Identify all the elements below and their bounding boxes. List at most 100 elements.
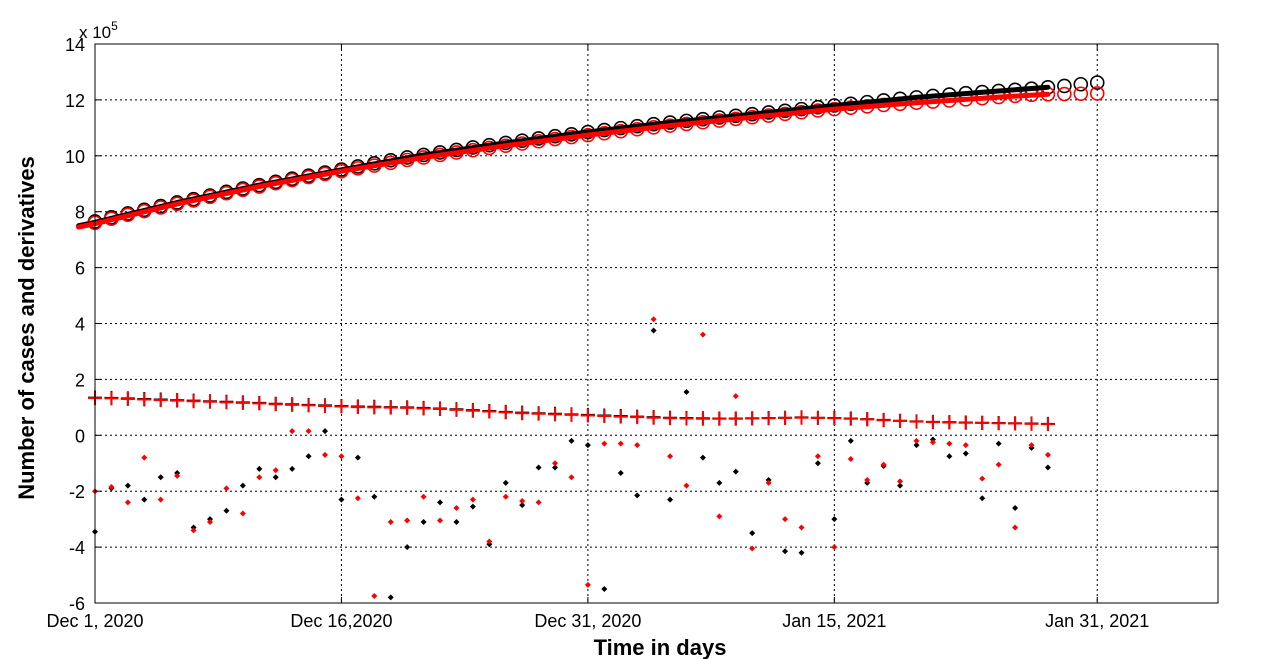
dot-point [305,453,312,460]
dot-point [207,518,214,525]
dot-point [272,474,279,481]
plus-point [778,410,793,425]
plus-point [860,412,875,427]
dot-point [141,496,148,503]
dot-point [404,517,411,524]
dot-point [617,440,624,447]
dot-point [716,513,723,520]
series-line-red [76,91,1051,230]
plus-point [975,416,990,431]
plus-point [876,413,891,428]
x-tick-label: Dec 16,2020 [290,611,392,631]
plus-point [120,391,135,406]
dot-point [354,454,361,461]
y-tick-label: 8 [75,203,85,223]
dot-point [699,454,706,461]
dot-point [782,548,789,555]
plus-point [465,403,480,418]
dot-point [765,479,772,486]
dot-point [667,453,674,460]
dot-point [749,545,756,552]
dot-point [568,474,575,481]
dot-point [371,493,378,500]
dot-point [552,460,559,467]
plus-point [893,414,908,429]
circle-point [1073,86,1089,102]
plus-point [1040,417,1055,432]
dot-point [354,495,361,502]
y-tick-label: 14 [65,35,85,55]
grid-lines [95,44,1218,603]
plus-point [646,410,661,425]
plus-point [400,400,415,415]
dot-point [584,442,591,449]
dot-point [732,468,739,475]
x-axis-title: Time in days [594,635,727,659]
dot-point [437,499,444,506]
plus-point [367,400,382,415]
dot-point [420,518,427,525]
dot-point [650,327,657,334]
dot-point [929,439,936,446]
plus-point [416,401,431,416]
plus-point [433,402,448,417]
dot-point [108,484,115,491]
dot-point [683,482,690,489]
circle-point [1073,76,1089,92]
dot-point [1044,451,1051,458]
y-tick-label: 10 [65,147,85,167]
dot-point [141,454,148,461]
dot-point [650,316,657,323]
dot-point [962,450,969,457]
plus-point [663,411,678,426]
dot-point [847,456,854,463]
dot-point [568,437,575,444]
plus-point [843,411,858,426]
y-axis-title: Number of cases and derivatives [14,156,39,500]
plus-point [1024,416,1039,431]
dot-point [469,496,476,503]
circle-point [1089,75,1105,90]
dot-point [387,594,394,601]
dot-point [190,527,197,534]
y-exponent-label: x 105 [79,19,118,42]
dot-point [519,497,526,504]
plus-point [515,406,530,421]
dot-point [387,518,394,525]
plus-point [745,411,760,426]
dot-point [322,451,329,458]
plus-point [991,416,1006,431]
plus-point [679,411,694,426]
dot-point [469,503,476,510]
dot-point [338,496,345,503]
dot-point [814,453,821,460]
dot-point [732,393,739,400]
plus-point [580,408,595,423]
plus-point [383,400,398,415]
plus-point [794,410,809,425]
dot-point [502,479,509,486]
dot-point [1028,442,1035,449]
dot-point [437,517,444,524]
dot-point [239,482,246,489]
dot-point [289,465,296,472]
dot-point [157,496,164,503]
dot-point [256,465,263,472]
y-tick-label: 4 [75,315,85,335]
plus-point [268,397,283,412]
dot-point [634,442,641,449]
dot-point [1012,504,1019,511]
dot-point [798,524,805,531]
dot-point [913,437,920,444]
circle-point [1057,86,1072,102]
dot-point [946,453,953,460]
plus-point [350,400,365,415]
plus-point [712,411,727,426]
dot-point [1012,524,1019,531]
plus-point [186,394,201,409]
plus-point [827,411,842,426]
x-tick-label: Dec 31, 2020 [534,611,641,631]
dot-point [831,516,838,523]
dot-point [584,581,591,588]
series-plus-red [88,391,1055,432]
